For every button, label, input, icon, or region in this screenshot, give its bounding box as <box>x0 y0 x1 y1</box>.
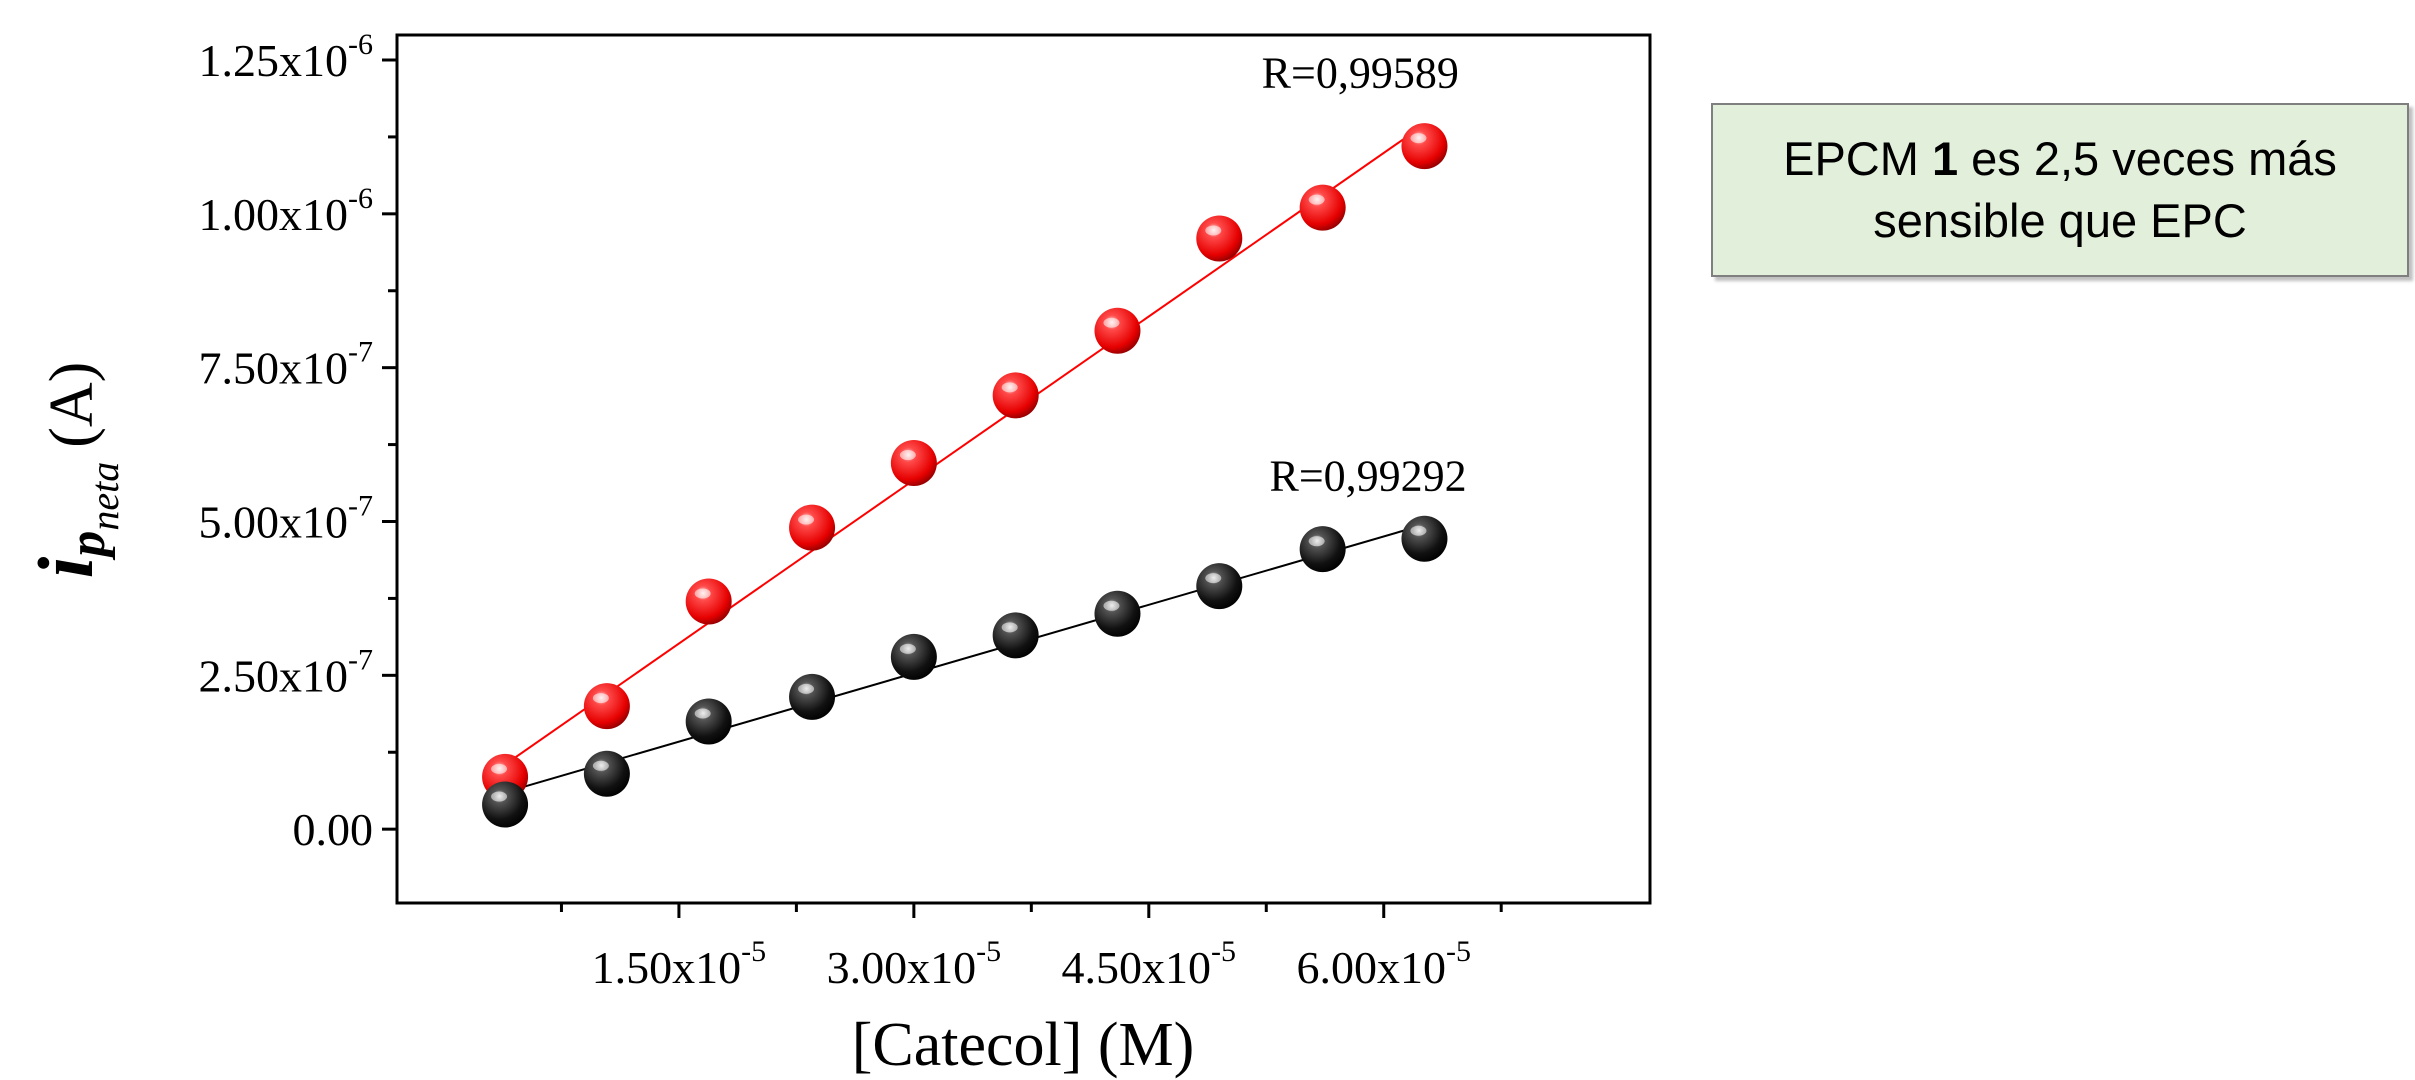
data-point-0-1 <box>583 683 630 730</box>
data-point-0-8 <box>1299 184 1346 231</box>
annotations: R=0,99589 R=0,99292 <box>1262 49 1467 501</box>
plot-area <box>395 33 1652 905</box>
fit-line-0 <box>504 123 1426 766</box>
data-point-0-4 <box>890 440 937 487</box>
data-point-sphere <box>890 440 937 487</box>
data-point-0-9 <box>1401 123 1448 170</box>
data-point-highlight <box>1001 622 1018 633</box>
data-point-sphere <box>789 673 836 720</box>
x-tick-label: 3.00x10-5 <box>827 935 1002 993</box>
data-point-highlight <box>798 683 815 694</box>
r-annotation-1: R=0,99292 <box>1269 452 1466 501</box>
data-point-0-7 <box>1196 215 1243 262</box>
note-text-start: EPCM <box>1783 132 1932 185</box>
note-text: EPCM 1 es 2,5 veces más sensible que EPC <box>1783 128 2337 252</box>
data-point-highlight <box>899 643 916 654</box>
data-point-sphere <box>1401 123 1448 170</box>
data-point-1-8 <box>1299 526 1346 573</box>
note-text-line2: sensible que EPC <box>1873 194 2247 247</box>
data-point-0-5 <box>992 372 1039 419</box>
note-text-bold: 1 <box>1931 132 1959 185</box>
data-point-highlight <box>1205 225 1222 236</box>
data-point-highlight <box>491 763 508 774</box>
data-point-1-5 <box>992 612 1039 659</box>
data-points <box>482 123 1448 828</box>
data-point-sphere <box>1094 590 1141 637</box>
x-tick-label: 4.50x10-5 <box>1062 935 1237 993</box>
data-point-1-2 <box>685 698 732 745</box>
data-point-sphere <box>1299 184 1346 231</box>
data-point-highlight <box>798 514 815 525</box>
data-point-highlight <box>899 450 916 461</box>
data-point-highlight <box>1103 317 1120 328</box>
y-tick-label: 2.50x10-7 <box>199 643 374 701</box>
note-text-end: es 2,5 veces más <box>1958 132 2337 185</box>
data-point-0-6 <box>1094 307 1141 354</box>
data-point-highlight <box>1308 536 1325 547</box>
y-tick-label: 5.00x10-7 <box>199 489 374 547</box>
fit-lines <box>504 123 1426 794</box>
data-point-sphere <box>890 633 937 680</box>
data-point-sphere <box>685 698 732 745</box>
y-axis-subscript: p <box>59 531 116 561</box>
data-point-1-1 <box>583 750 630 797</box>
data-point-sphere <box>1299 526 1346 573</box>
y-axis-unit: (A) <box>38 362 106 448</box>
y-axis-subsubscript: neta <box>82 462 127 531</box>
data-point-sphere <box>685 578 732 625</box>
axis-ticks <box>382 58 1503 918</box>
data-point-1-6 <box>1094 590 1141 637</box>
note-box: EPCM 1 es 2,5 veces más sensible que EPC <box>1711 103 2409 277</box>
x-axis-title: [Catecol] (M) <box>852 1011 1195 1079</box>
data-point-sphere <box>482 781 529 828</box>
data-point-highlight <box>1410 133 1427 144</box>
data-point-1-7 <box>1196 563 1243 610</box>
data-point-highlight <box>1205 573 1222 584</box>
fit-line-1 <box>504 523 1425 794</box>
data-point-1-4 <box>890 633 937 680</box>
data-point-0-3 <box>789 504 836 551</box>
data-point-1-9 <box>1401 515 1448 562</box>
data-point-highlight <box>1103 600 1120 611</box>
data-point-sphere <box>789 504 836 551</box>
data-point-highlight <box>1001 382 1018 393</box>
data-point-sphere <box>1401 515 1448 562</box>
data-point-1-3 <box>789 673 836 720</box>
y-axis-title: ipneta (A) <box>22 362 127 579</box>
x-tick-label: 1.50x10-5 <box>592 935 767 993</box>
x-tick-label: 6.00x10-5 <box>1296 935 1471 993</box>
data-point-sphere <box>583 750 630 797</box>
data-point-0-2 <box>685 578 732 625</box>
y-tick-label: 1.25x10-6 <box>199 28 374 86</box>
data-point-sphere <box>1196 563 1243 610</box>
y-tick-label: 1.00x10-6 <box>199 182 374 240</box>
data-point-highlight <box>491 791 508 802</box>
r-annotation-0: R=0,99589 <box>1262 49 1459 98</box>
data-point-highlight <box>694 708 711 719</box>
data-point-highlight <box>1410 525 1427 536</box>
data-point-1-0 <box>482 781 529 828</box>
y-tick-label: 0.00 <box>293 804 374 855</box>
data-point-sphere <box>1196 215 1243 262</box>
data-point-highlight <box>592 760 609 771</box>
data-point-sphere <box>992 612 1039 659</box>
data-point-highlight <box>1308 194 1325 205</box>
data-point-highlight <box>592 693 609 704</box>
y-tick-label: 7.50x10-7 <box>199 336 374 394</box>
y-axis-symbol: i <box>22 556 109 578</box>
data-point-sphere <box>1094 307 1141 354</box>
tick-labels: 1.50x10-5 3.00x10-5 4.50x10-5 6.00x10-5 0.00… <box>199 28 1471 993</box>
data-point-sphere <box>992 372 1039 419</box>
data-point-highlight <box>694 588 711 599</box>
data-point-sphere <box>583 683 630 730</box>
